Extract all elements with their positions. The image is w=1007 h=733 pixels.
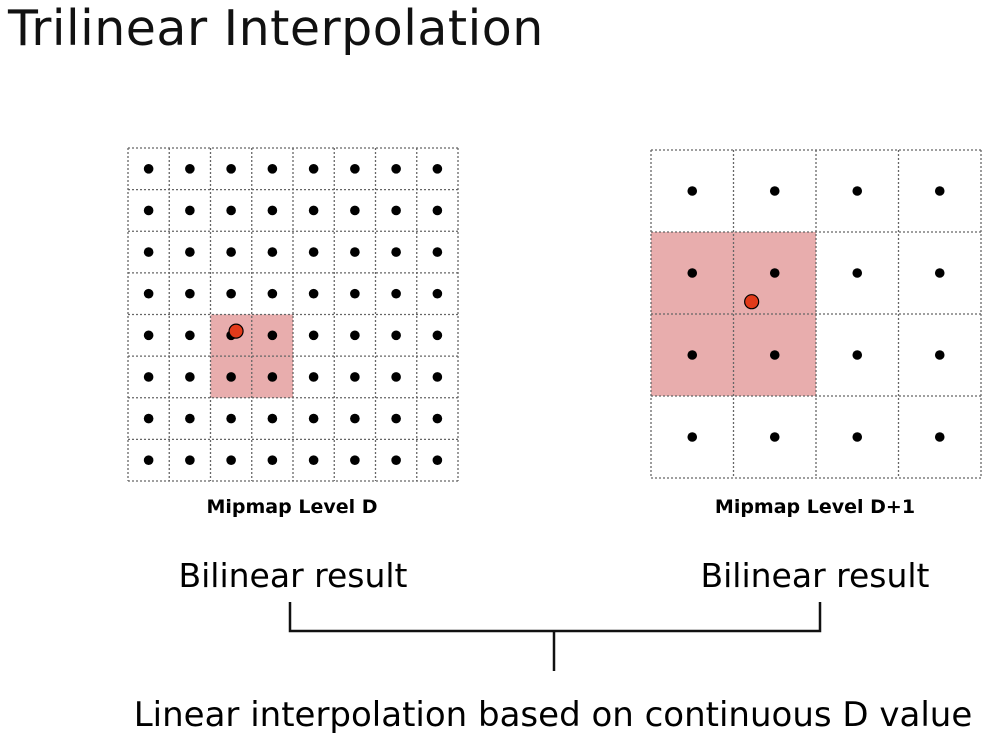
texel-dot <box>432 205 443 216</box>
page-title: Trilinear Interpolation <box>8 0 544 57</box>
texel-dot <box>432 455 443 465</box>
texel-dot <box>308 205 319 216</box>
mipmap-level-d1-grid <box>650 149 982 479</box>
texel-dot <box>687 268 698 278</box>
texel-dot <box>308 413 319 424</box>
texel-dot <box>934 432 945 442</box>
texel-dot <box>350 372 360 382</box>
texel-dot <box>852 350 863 360</box>
texel-dot <box>391 288 401 299</box>
texel-dot <box>308 455 319 465</box>
left-bilinear-result-label: Bilinear result <box>178 556 407 595</box>
texel-dot <box>350 455 360 465</box>
texel-dot <box>143 413 154 424</box>
texel-dot <box>226 413 236 424</box>
texel-dot <box>391 330 401 341</box>
texel-dot <box>391 413 401 424</box>
bracket <box>288 602 822 633</box>
sample-point <box>228 323 244 339</box>
texel-dot <box>687 432 698 442</box>
texel-dot <box>852 186 863 196</box>
texel-dot <box>391 205 401 216</box>
texel-dot <box>350 247 360 257</box>
texel-dot <box>350 164 360 174</box>
texel-dot <box>350 330 360 341</box>
texel-dot <box>432 164 443 174</box>
texel-dot <box>769 268 780 278</box>
texel-dot <box>143 372 154 382</box>
texel-dot <box>934 350 945 360</box>
texel-dot <box>267 205 278 216</box>
texel-dot <box>308 288 319 299</box>
texel-dot <box>143 205 154 216</box>
texel-dot <box>143 164 154 174</box>
texel-dot <box>391 372 401 382</box>
mipmap-level-d-grid <box>127 147 459 482</box>
texel-dot <box>226 205 236 216</box>
right-bilinear-result-label: Bilinear result <box>700 556 929 595</box>
texel-dot <box>143 455 154 465</box>
texel-dot <box>852 268 863 278</box>
texel-dot <box>185 330 195 341</box>
texel-dot <box>185 288 195 299</box>
texel-dot <box>267 455 278 465</box>
texel-dot <box>934 268 945 278</box>
texel-dot <box>267 164 278 174</box>
level-d-caption: Mipmap Level D <box>206 496 377 518</box>
texel-dot <box>185 413 195 424</box>
texel-dot <box>769 186 780 196</box>
texel-dot <box>432 372 443 382</box>
texel-dot <box>143 330 154 341</box>
texel-dot <box>185 164 195 174</box>
linear-interpolation-label: Linear interpolation based on continuous… <box>134 695 973 733</box>
texel-dot <box>226 288 236 299</box>
texel-dot <box>432 288 443 299</box>
texel-dot <box>308 247 319 257</box>
texel-dot <box>350 288 360 299</box>
texel-dot <box>769 432 780 442</box>
texel-dot <box>432 247 443 257</box>
texel-dot <box>226 455 236 465</box>
texel-dot <box>226 247 236 257</box>
texel-dot <box>350 205 360 216</box>
texel-dot <box>308 372 319 382</box>
texel-dot <box>391 247 401 257</box>
texel-dot <box>185 205 195 216</box>
level-d1-caption: Mipmap Level D+1 <box>715 496 915 518</box>
texel-dot <box>267 372 278 382</box>
texel-dot <box>226 372 236 382</box>
texel-dot <box>432 330 443 341</box>
texel-dot <box>308 164 319 174</box>
texel-dot <box>185 372 195 382</box>
texel-dot <box>432 413 443 424</box>
texel-dot <box>185 455 195 465</box>
texel-dot <box>391 455 401 465</box>
texel-dot <box>185 247 195 257</box>
texel-dot <box>687 350 698 360</box>
texel-dot <box>143 288 154 299</box>
texel-dot <box>687 186 698 196</box>
texel-dot <box>226 164 236 174</box>
texel-dot <box>143 247 154 257</box>
texel-dot <box>267 330 278 341</box>
texel-dot <box>267 288 278 299</box>
texel-dot <box>350 413 360 424</box>
texel-dot <box>267 247 278 257</box>
texel-dot <box>852 432 863 442</box>
texel-dot <box>308 330 319 341</box>
texel-dot <box>934 186 945 196</box>
texel-dot <box>769 350 780 360</box>
texel-dot <box>391 164 401 174</box>
sample-point <box>744 294 760 310</box>
texel-dot <box>267 413 278 424</box>
